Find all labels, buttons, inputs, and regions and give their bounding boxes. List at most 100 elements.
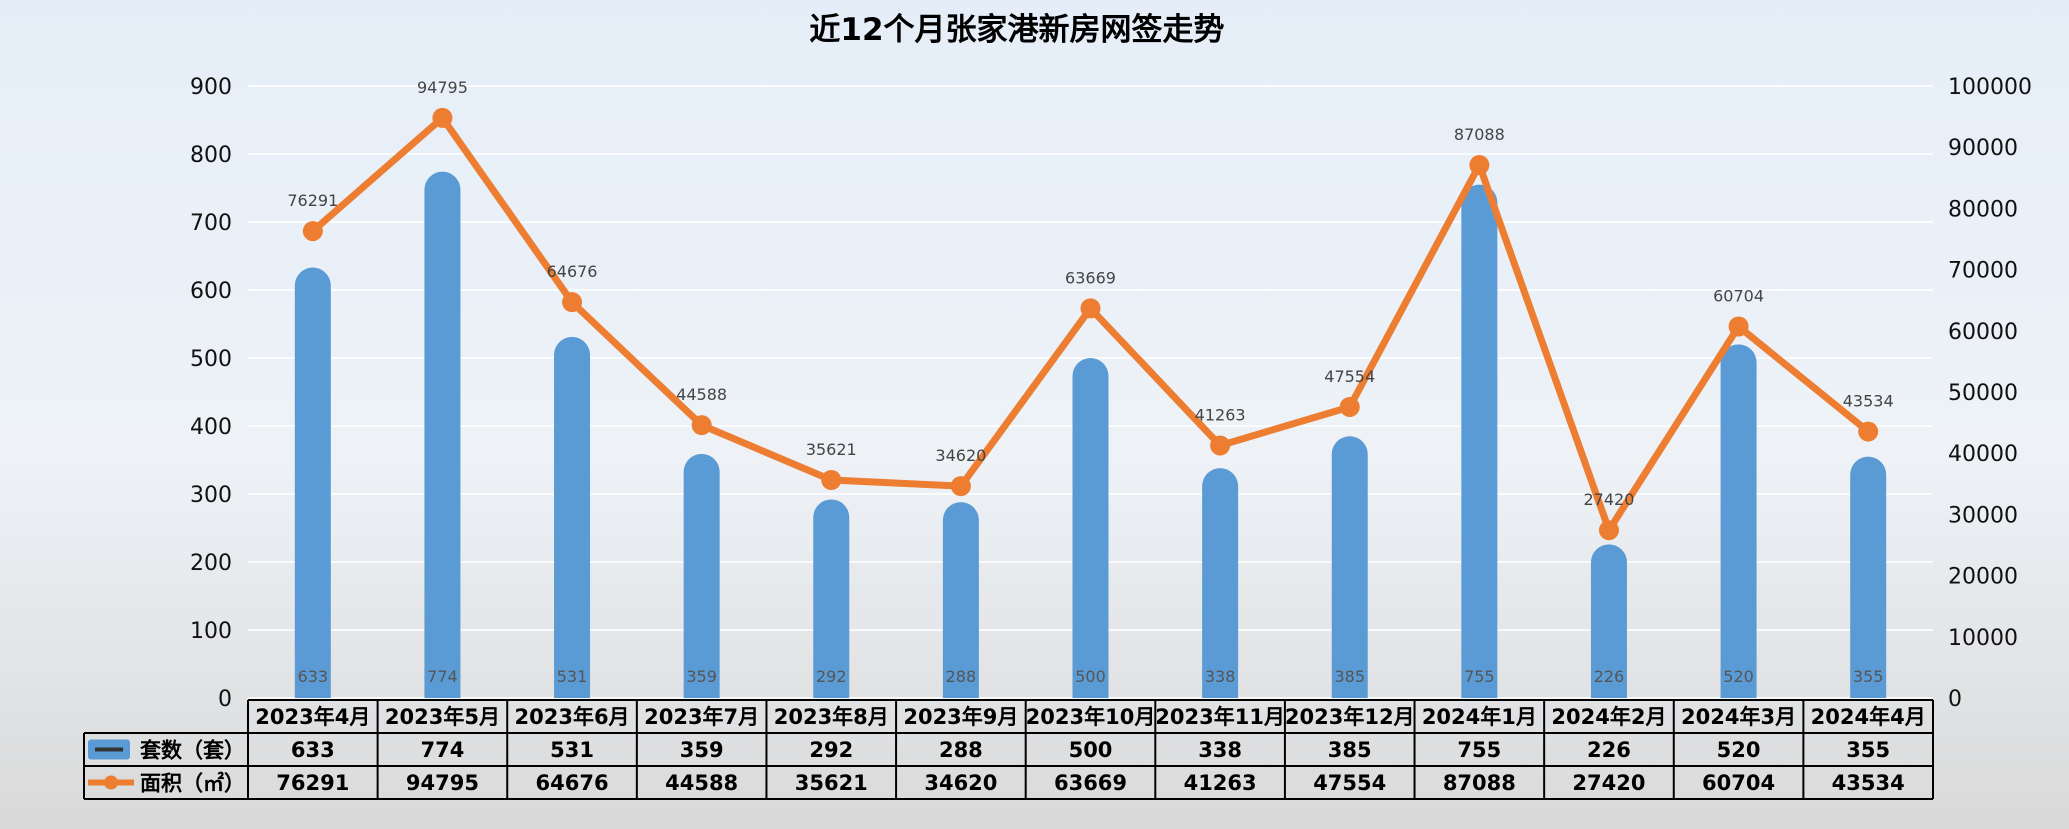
line-data-label: 64676 [547,262,598,281]
line-point [302,221,323,242]
category-label: 2023年7月 [644,705,759,729]
y-left-tick-label: 500 [190,347,232,372]
line-point [821,469,842,490]
line-data-label: 34620 [935,446,986,465]
y-left-tick-label: 900 [190,75,232,100]
table-cell-units: 520 [1717,738,1761,762]
bar [1720,344,1757,698]
category-label: 2023年11月 [1155,705,1285,729]
bar [1202,468,1239,698]
table-cell-units: 338 [1198,738,1242,762]
y-left-tick-label: 400 [190,415,232,440]
line-data-label: 47554 [1324,367,1375,386]
y-right-tick-label: 20000 [1948,565,2018,590]
category-label: 2023年9月 [903,705,1018,729]
category-label: 2023年5月 [385,705,500,729]
table-cell-area: 87088 [1443,771,1516,795]
line-point [1210,435,1231,456]
table-cell-area: 35621 [795,771,868,795]
bar [1850,456,1887,698]
bar-data-label: 520 [1723,667,1754,686]
line-point [950,476,971,497]
line-point [562,292,583,313]
line-data-label: 44588 [676,385,727,404]
bar [1461,184,1498,699]
line-data-label: 27420 [1584,490,1635,509]
table-cell-area: 64676 [536,771,609,795]
bar-data-label: 531 [557,667,588,686]
line-series: 76291 94795 64676 44588 35621 34620 63669 41263… [287,78,1894,541]
bar [294,267,331,698]
table-cell-area: 27420 [1572,771,1645,795]
table-cell-units: 288 [939,738,983,762]
bar-data-label: 385 [1334,667,1365,686]
line-point [1080,298,1101,319]
table-cell-area: 60704 [1702,771,1775,795]
table-cell-area: 43534 [1832,771,1905,795]
table-cell-area: 94795 [406,771,479,795]
line-data-label: 41263 [1195,405,1246,424]
y-axis-right: 0 10000 20000 30000 40000 50000 60000 70000 8000… [1948,75,2032,712]
line-point [1469,155,1490,176]
line-data-label: 94795 [417,78,468,97]
line-data-label: 63669 [1065,268,1116,287]
y-right-tick-label: 0 [1948,687,1962,712]
category-label: 2023年12月 [1285,705,1415,729]
y-left-tick-label: 0 [218,687,232,712]
y-right-tick-label: 80000 [1948,197,2018,222]
line-point [1339,396,1360,417]
line-data-label: 43534 [1843,392,1894,411]
bar [1590,544,1627,698]
bar-data-label: 226 [1594,667,1625,686]
line-data-label: 35621 [806,440,857,459]
line-point [1728,316,1749,337]
bar-data-label: 338 [1205,667,1236,686]
category-label: 2023年4月 [255,705,370,729]
table-cell-area: 34620 [924,771,997,795]
table-cell-units: 359 [680,738,724,762]
y-right-tick-label: 100000 [1948,75,2032,100]
legend-label-units: 套数（套） [140,739,245,763]
line-data-label: 60704 [1713,286,1764,305]
table-cell-units: 531 [550,738,594,762]
bar-data-label: 292 [816,667,847,686]
table-cell-area: 41263 [1184,771,1257,795]
table-cell-units: 500 [1069,738,1113,762]
bar [1072,358,1109,698]
line-point [1598,520,1619,541]
y-right-tick-label: 40000 [1948,442,2018,467]
legend-label-area: 面积（㎡） [140,772,245,796]
data-table: 2023年4月 633 76291 2023年5月 774 94795 2023年6月 531… [83,699,1934,800]
bar-data-label: 633 [298,667,329,686]
table-cell-units: 774 [421,738,465,762]
bar [813,499,850,698]
table-cell-units: 385 [1328,738,1372,762]
bar [424,171,461,699]
table-cell-area: 47554 [1313,771,1386,795]
category-label: 2024年3月 [1681,705,1796,729]
table-cell-units: 633 [291,738,335,762]
y-right-tick-label: 90000 [1948,136,2018,161]
table-cell-area: 76291 [276,771,349,795]
y-left-tick-label: 700 [190,211,232,236]
y-left-tick-label: 600 [190,279,232,304]
table-cell-units: 755 [1457,738,1501,762]
y-left-tick-label: 300 [190,483,232,508]
table-cell-units: 292 [809,738,853,762]
category-label: 2024年1月 [1422,705,1537,729]
category-label: 2023年6月 [515,705,630,729]
category-label: 2024年2月 [1551,705,1666,729]
y-right-tick-label: 30000 [1948,503,2018,528]
bar-data-label: 355 [1853,667,1884,686]
table-cell-units: 355 [1846,738,1890,762]
y-axis-left: 0 100 200 300 400 500 600 700 800 900 [190,75,232,712]
line-point [691,415,712,436]
category-label: 2024年4月 [1811,705,1926,729]
y-left-tick-label: 200 [190,551,232,576]
bar-data-label: 359 [686,667,717,686]
bar [942,502,979,698]
bar [1331,436,1368,698]
bar-data-label: 500 [1075,667,1106,686]
table-cell-area: 63669 [1054,771,1127,795]
